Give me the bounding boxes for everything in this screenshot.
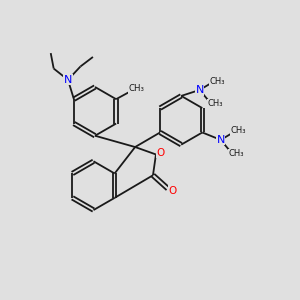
Text: CH₃: CH₃ (209, 76, 225, 85)
Text: O: O (157, 148, 165, 158)
Text: N: N (64, 75, 72, 85)
Text: N: N (195, 85, 204, 95)
Text: CH₃: CH₃ (230, 127, 246, 136)
Text: CH₃: CH₃ (207, 99, 223, 108)
Text: CH₃: CH₃ (228, 149, 244, 158)
Text: N: N (217, 135, 225, 145)
Text: O: O (168, 186, 176, 196)
Text: CH₃: CH₃ (128, 84, 144, 93)
